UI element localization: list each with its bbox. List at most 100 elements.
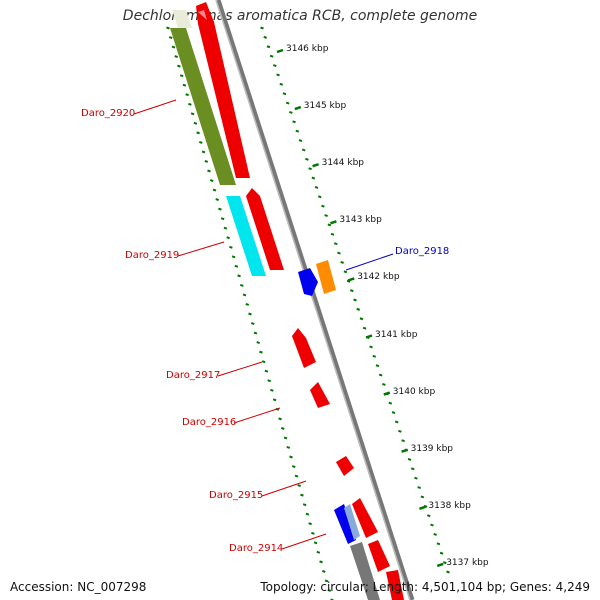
rail-tick: [212, 188, 217, 192]
gene-label-daro_2919[interactable]: Daro_2919: [125, 250, 180, 261]
leader-line-daro_2918: [345, 253, 394, 271]
rail-tick: [182, 83, 187, 87]
rail-tick: [356, 307, 361, 311]
gene-label-daro_2916[interactable]: Daro_2916: [182, 417, 237, 428]
rail-tick: [264, 369, 269, 373]
rail-tick: [272, 398, 277, 402]
rail-tick: [260, 26, 264, 30]
scale-major-tick: [365, 334, 373, 339]
rail-tick: [282, 92, 287, 96]
scale-label: 3140 kbp: [392, 386, 436, 397]
rail-tick: [317, 195, 322, 199]
rail-tick: [256, 341, 261, 345]
rail-tick: [327, 589, 332, 592]
rail-tick: [311, 531, 315, 535]
rail-tick: [215, 198, 220, 202]
gene-arrow-red-bottom[interactable]: [386, 570, 404, 600]
scale-label: 3146 kbp: [286, 44, 329, 54]
gene-label-daro_2920[interactable]: Daro_2920: [81, 108, 136, 119]
rail-tick: [248, 312, 252, 316]
gene-arrow-red-1[interactable]: [196, 2, 250, 178]
rail-tick: [242, 293, 247, 297]
rail-tick: [273, 64, 277, 67]
scale-label: 3145 kbp: [303, 101, 347, 112]
rail-tick: [174, 55, 179, 59]
rail-tick: [321, 569, 326, 573]
scale-major-tick: [383, 391, 391, 396]
rail-tick: [398, 429, 402, 433]
gene-bar-orange[interactable]: [316, 260, 336, 294]
gene-arrow-red-2914[interactable]: [352, 498, 378, 538]
rail-tick: [321, 204, 325, 208]
gene-bar-lightblue-2914[interactable]: [344, 504, 360, 540]
rail-tick: [292, 120, 296, 124]
scale-label: 3137 kbp: [446, 557, 489, 568]
rail-tick: [276, 73, 280, 77]
rail-tick: [226, 236, 230, 240]
gene-arrow-red-lower[interactable]: [368, 540, 390, 572]
rail-tick: [234, 264, 239, 268]
rail-tick: [426, 514, 431, 518]
rail-tick: [305, 512, 310, 516]
rail-tick: [369, 345, 373, 349]
inner-tick-rail: [166, 26, 334, 600]
rail-tick: [291, 465, 296, 468]
genome-backbone: [215, 0, 415, 600]
gene-bar-blue-2914[interactable]: [334, 504, 356, 544]
rail-tick: [442, 561, 447, 565]
rail-tick: [193, 121, 198, 125]
scale-label: 3144 kbp: [321, 158, 364, 169]
rail-tick: [220, 217, 225, 221]
rail-tick: [209, 179, 214, 182]
rail-tick: [308, 522, 312, 526]
rail-tick: [375, 364, 380, 368]
gene-arrow-daro2915[interactable]: [336, 456, 354, 476]
label-leader-lines: [133, 99, 394, 550]
rail-tick: [394, 420, 399, 424]
rail-tick: [223, 226, 228, 230]
leader-line-daro_2920: [133, 99, 177, 115]
rail-tick: [179, 74, 184, 78]
gene-bar-pale[interactable]: [172, 10, 192, 28]
rail-tick: [190, 112, 195, 116]
gene-label-daro_2915[interactable]: Daro_2915: [209, 490, 264, 501]
rail-tick: [253, 331, 258, 335]
rail-tick: [324, 579, 329, 583]
gene-label-daro_2917[interactable]: Daro_2917: [166, 370, 221, 381]
rail-tick: [245, 303, 250, 306]
gene-arrow-daro2917[interactable]: [292, 328, 316, 368]
rail-tick: [279, 82, 284, 86]
gene-bar-cyan[interactable]: [226, 196, 266, 276]
gene-bar-gray[interactable]: [350, 542, 380, 600]
rail-tick: [185, 93, 189, 97]
rail-tick: [300, 493, 304, 497]
rail-tick: [237, 274, 241, 278]
rail-tick: [359, 317, 364, 321]
rail-tick: [327, 223, 332, 227]
rail-tick: [269, 54, 274, 58]
rail-tick: [308, 167, 312, 171]
scale-major-tick: [401, 448, 408, 453]
scale-major-tick: [347, 277, 355, 282]
scale-label: 3142 kbp: [357, 272, 400, 283]
leader-line-daro_2917: [217, 361, 263, 377]
scale-label: 3141 kbp: [375, 329, 418, 340]
rail-tick: [410, 467, 415, 471]
rail-tick: [267, 379, 271, 383]
rail-tick: [270, 388, 274, 392]
gene-arrow-daro2916[interactable]: [310, 382, 330, 408]
rail-tick: [278, 417, 282, 421]
gene-bar-olive[interactable]: [170, 28, 236, 185]
gene-label-daro_2918[interactable]: Daro_2918: [395, 246, 450, 257]
scale-major-tick: [436, 562, 444, 568]
rail-tick: [372, 354, 377, 358]
rail-tick: [333, 242, 338, 246]
rail-tick: [231, 255, 236, 259]
rail-tick: [204, 160, 209, 163]
gene-arrow-red-2[interactable]: [246, 188, 284, 270]
gene-arrow-blue[interactable]: [298, 268, 318, 296]
gene-label-daro_2914[interactable]: Daro_2914: [229, 543, 284, 554]
leader-line-daro_2919: [177, 241, 225, 257]
